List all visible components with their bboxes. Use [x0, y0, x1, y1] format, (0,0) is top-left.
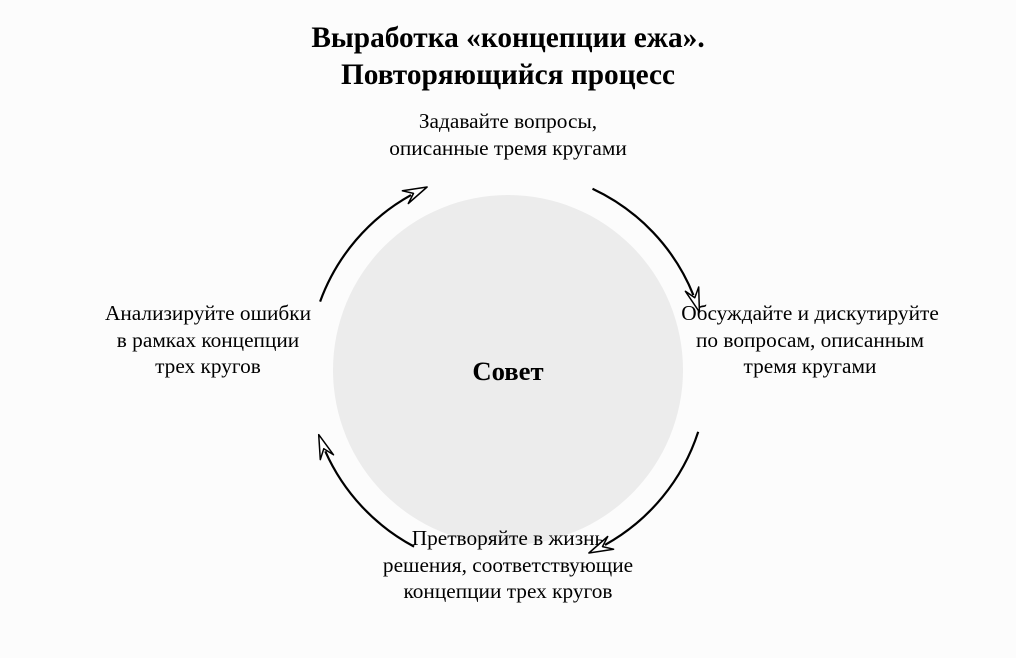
arc-1 [605, 432, 698, 545]
arrowhead-1 [589, 537, 614, 554]
arrowhead-2 [319, 435, 334, 460]
diagram-page: Выработка «концепции ежа». Повторяющийся… [0, 0, 1016, 658]
arrowhead-3 [402, 187, 427, 204]
cycle-arrows [0, 0, 1016, 658]
arc-2 [325, 451, 414, 546]
arc-3 [320, 195, 411, 302]
arc-0 [593, 189, 694, 295]
